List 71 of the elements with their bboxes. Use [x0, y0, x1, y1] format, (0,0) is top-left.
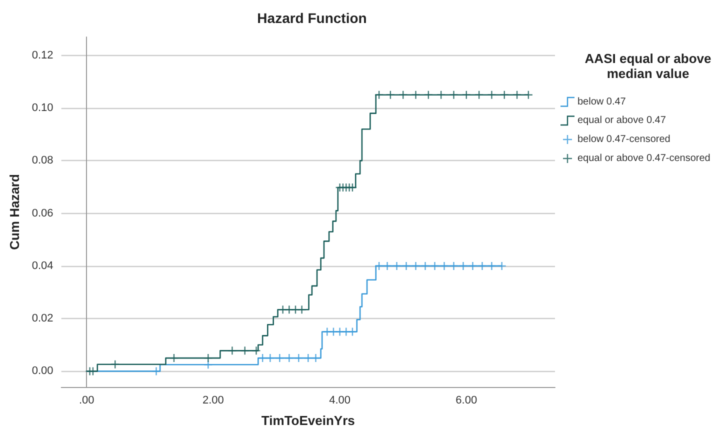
- y-tick-label: 0.12: [32, 49, 54, 62]
- point: [278, 305, 288, 314]
- point: [275, 353, 284, 363]
- point: [386, 90, 396, 100]
- point: [402, 261, 411, 271]
- y-tick-label: 0.08: [32, 154, 54, 167]
- point: [449, 261, 458, 271]
- point: [290, 305, 300, 314]
- point: [468, 261, 478, 271]
- point: [252, 346, 261, 356]
- y-axis-title: Cum Hazard: [7, 174, 22, 250]
- point: [152, 366, 161, 376]
- y-tick-label: 0.06: [32, 207, 54, 220]
- legend-label: below 0.47-censored: [578, 134, 670, 145]
- point: [424, 90, 434, 100]
- point: [497, 261, 506, 271]
- point: [398, 90, 408, 100]
- y-tick-label: 0.04: [32, 260, 54, 272]
- x-tick-label: 6.00: [456, 394, 478, 406]
- point: [524, 90, 534, 100]
- x-tick-label: 2.00: [202, 394, 224, 406]
- point: [436, 90, 446, 100]
- point: [266, 353, 275, 363]
- point: [440, 261, 449, 271]
- point: [458, 261, 468, 271]
- x-tick-label: 4.00: [329, 394, 351, 406]
- y-tick-label: 0.10: [32, 102, 54, 114]
- point: [487, 90, 496, 100]
- point: [462, 90, 471, 100]
- point: [411, 261, 420, 271]
- point: [335, 327, 344, 336]
- point: [478, 261, 487, 271]
- point: [382, 261, 392, 271]
- point: [512, 90, 522, 100]
- point: [204, 360, 213, 370]
- chart-title: Hazard Function: [257, 10, 367, 26]
- y-tick-label: 0.00: [32, 365, 54, 378]
- point: [228, 346, 237, 356]
- point: [348, 327, 358, 336]
- point: [348, 182, 358, 192]
- x-tick-label: .00: [78, 394, 94, 406]
- point: [284, 305, 294, 314]
- y-tick-label: 0.02: [32, 312, 54, 325]
- point: [258, 353, 268, 363]
- point: [240, 346, 250, 356]
- point: [204, 353, 213, 363]
- point: [110, 360, 120, 369]
- point: [420, 261, 430, 271]
- point: [430, 261, 440, 271]
- legend-title: AASI equal or above median value: [584, 51, 712, 81]
- point: [500, 90, 509, 100]
- point: [284, 353, 294, 363]
- point: [304, 353, 313, 363]
- point: [294, 353, 304, 363]
- point: [374, 261, 384, 271]
- point: [411, 90, 420, 100]
- legend-label: equal or above 0.47-censored: [578, 153, 710, 164]
- point: [169, 353, 179, 363]
- point: [374, 90, 384, 100]
- point: [328, 327, 338, 336]
- legend-label: equal or above 0.47: [578, 115, 666, 126]
- point: [449, 90, 458, 100]
- legend-label: below 0.47: [578, 96, 626, 108]
- point: [322, 327, 332, 336]
- point: [392, 261, 402, 271]
- x-axis-title: TimToEveinYrs: [261, 413, 355, 428]
- point: [297, 305, 306, 314]
- point: [311, 353, 320, 363]
- point: [487, 261, 496, 271]
- point: [474, 90, 484, 100]
- point: [342, 327, 351, 336]
